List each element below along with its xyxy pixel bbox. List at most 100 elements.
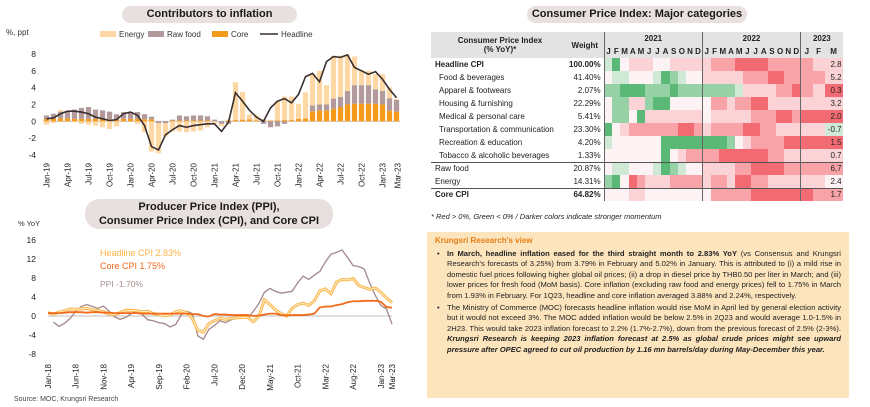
bar-core bbox=[183, 120, 190, 122]
heatmap-cell bbox=[710, 97, 719, 110]
month-header: J bbox=[645, 45, 654, 58]
heatmap-cell bbox=[792, 149, 802, 162]
x-tick-label: Sep-19 bbox=[155, 363, 164, 389]
heatmap-cell bbox=[743, 136, 752, 149]
x-tick-label: Jan-19 bbox=[43, 162, 52, 187]
x-tick-label: Oct-19 bbox=[106, 162, 115, 187]
header-line2: (% YoY)* bbox=[483, 45, 517, 54]
month-header: N bbox=[784, 45, 793, 58]
heatmap-cell bbox=[751, 123, 760, 136]
bar-raw-food bbox=[190, 115, 197, 121]
month-header: J bbox=[800, 45, 813, 58]
heatmap-cell bbox=[726, 84, 736, 97]
heatmap-cell bbox=[702, 175, 711, 188]
table-row: Housing & furnishing 22.29% 3.2 bbox=[431, 97, 843, 110]
x-tick-label: Aug-22 bbox=[349, 363, 358, 389]
heatmap-cell bbox=[710, 175, 719, 188]
ppi-cpi-title-line1: Producer Price Index (PPI), bbox=[138, 201, 280, 213]
bar-core bbox=[85, 118, 92, 122]
heatmap-cell bbox=[767, 97, 777, 110]
x-tick-label: Jan-23 bbox=[379, 162, 388, 187]
heatmap-cell bbox=[661, 136, 670, 149]
heatmap-cell bbox=[718, 97, 727, 110]
heatmap-cell bbox=[800, 175, 813, 188]
heatmap-cell bbox=[702, 58, 711, 71]
bar-energy bbox=[85, 121, 92, 125]
bar-core bbox=[176, 120, 183, 122]
heatmap-cell bbox=[792, 136, 802, 149]
heatmap-cell bbox=[726, 175, 736, 188]
x-tick-label: Apr-21 bbox=[232, 162, 241, 187]
cpi-categories-title: Consumer Price Index: Major categories bbox=[527, 6, 747, 23]
bar-raw-food bbox=[344, 91, 351, 105]
month-header: A bbox=[759, 45, 768, 58]
heatmap-cell bbox=[800, 187, 813, 201]
heatmap-cell bbox=[735, 187, 744, 201]
latest-value-cell: 3.2 bbox=[824, 97, 843, 110]
bar-energy bbox=[134, 121, 141, 124]
heatmap-cell bbox=[767, 123, 777, 136]
heatmap-cell bbox=[743, 161, 752, 175]
heatmap-cell bbox=[677, 97, 686, 110]
heatmap-cell bbox=[669, 136, 678, 149]
heatmap-cell bbox=[784, 136, 793, 149]
bar-energy bbox=[92, 121, 99, 126]
heatmap-cell bbox=[792, 175, 802, 188]
latest-value-cell: 1.7 bbox=[824, 187, 843, 201]
heatmap-cell bbox=[710, 136, 719, 149]
bar-raw-food bbox=[155, 121, 162, 124]
heatmap-cell bbox=[620, 58, 629, 71]
heatmap-cell bbox=[702, 136, 711, 149]
bar-energy bbox=[50, 121, 57, 124]
heatmap-cell bbox=[653, 71, 662, 84]
heatmap-cell bbox=[669, 97, 678, 110]
heatmap-cell bbox=[612, 110, 621, 123]
heatmap-cell bbox=[784, 175, 793, 188]
bar-raw-food bbox=[120, 112, 127, 119]
bar-core bbox=[148, 119, 155, 122]
heatmap-cell bbox=[710, 58, 719, 71]
row-weight: 100.00% bbox=[569, 58, 605, 71]
bar-energy bbox=[57, 109, 64, 112]
table-row: Core CPI 64.82% 1.7 bbox=[431, 187, 843, 201]
heatmap-cell bbox=[776, 110, 785, 123]
row-label: Core CPI bbox=[431, 187, 569, 201]
heatmap-cell bbox=[751, 58, 760, 71]
source-note: Source: MOC, Krungsri Research bbox=[14, 396, 119, 403]
bar-energy bbox=[190, 121, 197, 132]
bar-energy bbox=[309, 74, 316, 106]
table-row: Recreation & education 4.20% 1.5 bbox=[431, 136, 843, 149]
ppi-annotation: PPI -1.70% bbox=[100, 279, 143, 289]
row-label: Housing & furnishing bbox=[439, 99, 513, 108]
bar-raw-food bbox=[204, 116, 211, 121]
row-label: Transportation & communication bbox=[439, 125, 554, 134]
table-row: Energy 14.31% 2.4 bbox=[431, 175, 843, 188]
heatmap-cell bbox=[812, 97, 825, 110]
heatmap-cell bbox=[726, 110, 736, 123]
table-row: Transportation & communication 23.30% -0.7 bbox=[431, 123, 843, 136]
heatmap-cell bbox=[620, 97, 629, 110]
bar-core bbox=[246, 119, 253, 122]
month-header: F bbox=[710, 45, 719, 58]
heatmap-cell bbox=[685, 97, 695, 110]
bar-core bbox=[281, 120, 288, 122]
heatmap-cell bbox=[759, 161, 768, 175]
bullet-1-text: (vs Consensus and Krungsri Research's fo… bbox=[447, 248, 841, 300]
heatmap-cell bbox=[653, 149, 662, 162]
heatmap-cell bbox=[702, 187, 711, 201]
heatmap-cell bbox=[759, 136, 768, 149]
heatmap-cell bbox=[661, 97, 670, 110]
bar-core bbox=[204, 120, 211, 122]
row-weight: 22.29% bbox=[569, 97, 605, 110]
bar-raw-food bbox=[92, 109, 99, 119]
month-header: J bbox=[751, 45, 760, 58]
heatmap-cell bbox=[767, 175, 777, 188]
latest-value-cell: 1.5 bbox=[824, 136, 843, 149]
bar-raw-food bbox=[57, 111, 64, 119]
heatmap-cell bbox=[759, 123, 768, 136]
heatmap-cell bbox=[751, 187, 760, 201]
heatmap-cell bbox=[702, 84, 711, 97]
bar-raw-food bbox=[337, 96, 344, 108]
heatmap-cell bbox=[767, 71, 777, 84]
